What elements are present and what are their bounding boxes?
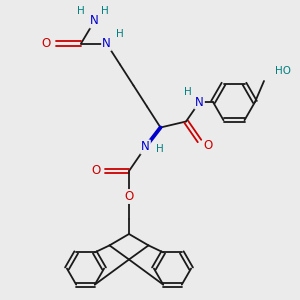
Text: H: H: [156, 143, 164, 154]
Text: O: O: [92, 164, 100, 178]
Text: N: N: [195, 95, 204, 109]
Text: O: O: [42, 37, 51, 50]
Text: O: O: [124, 190, 134, 203]
Text: N: N: [90, 14, 99, 28]
Text: H: H: [77, 5, 85, 16]
Text: HO: HO: [274, 65, 290, 76]
Text: H: H: [101, 5, 109, 16]
Text: H: H: [184, 86, 191, 97]
Text: O: O: [204, 139, 213, 152]
Text: N: N: [141, 140, 150, 154]
Text: N: N: [102, 37, 111, 50]
Text: H: H: [116, 29, 124, 40]
